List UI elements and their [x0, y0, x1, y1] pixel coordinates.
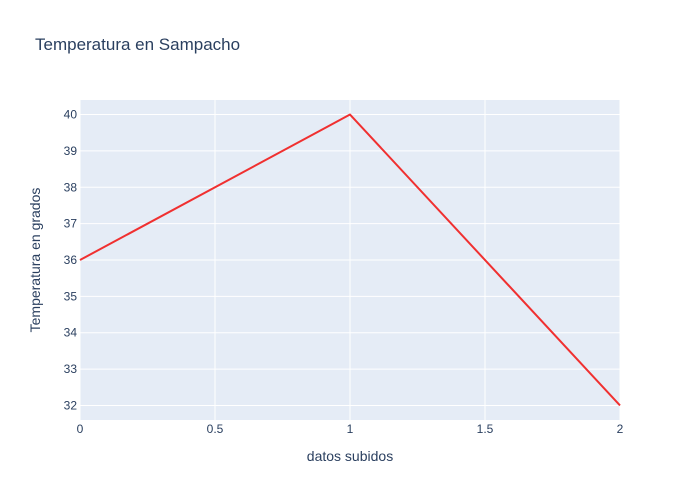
x-axis-ticks: 0 0.5 1 1.5 2: [77, 422, 624, 436]
y-tick-label: 40: [64, 108, 78, 122]
y-tick-label: 36: [64, 253, 78, 267]
x-tick-label: 2: [617, 422, 624, 436]
y-tick-label: 32: [64, 398, 78, 412]
y-tick-label: 38: [64, 180, 78, 194]
x-tick-label: 1.5: [477, 422, 494, 436]
y-tick-label: 34: [64, 326, 78, 340]
x-tick-label: 1: [347, 422, 354, 436]
y-axis-ticks: 32 33 34 35 36 37 38 39 40: [64, 108, 78, 413]
y-tick-label: 35: [64, 289, 78, 303]
y-axis-title: Temperatura en grados: [27, 188, 43, 333]
series-line-0: [79, 113, 621, 407]
y-tick-label: 39: [64, 144, 78, 158]
y-tick-label: 37: [64, 217, 78, 231]
y-tick-label: 33: [64, 362, 78, 376]
x-axis-title: datos subidos: [307, 448, 393, 464]
x-tick-label: 0: [77, 422, 84, 436]
series-layer: [79, 113, 621, 407]
chart-title: Temperatura en Sampacho: [35, 35, 240, 54]
x-tick-label: 0.5: [207, 422, 224, 436]
